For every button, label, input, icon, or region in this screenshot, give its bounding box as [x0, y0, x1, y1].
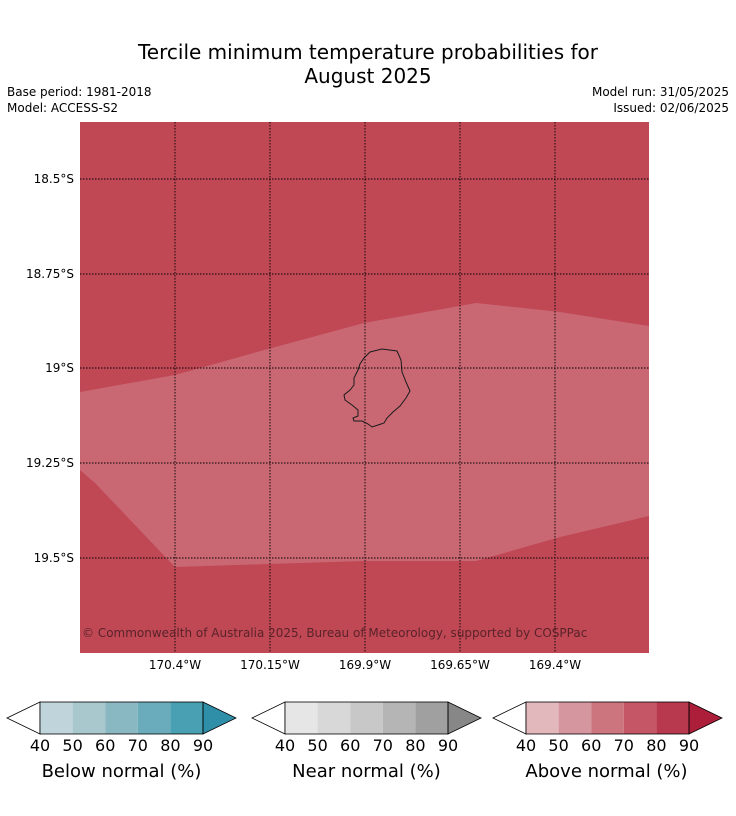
lat-label-18-75: 18.75°S — [26, 267, 74, 281]
colorbar-tick-label: 90 — [679, 736, 699, 755]
above-normal-60-70-region — [80, 303, 649, 567]
colorbar-segment — [623, 702, 657, 734]
map-title-line1: Tercile minimum temperature probabilitie… — [137, 40, 599, 64]
near-normal-label: Near normal (%) — [292, 761, 441, 782]
colorbar-tick-label: 40 — [30, 736, 50, 755]
colorbar-tick-label: 90 — [193, 736, 213, 755]
colorbar-tick-label: 80 — [646, 736, 666, 755]
above-normal-colorbar: 40 50 60 70 80 90 — [492, 701, 723, 755]
colorbar-segment — [558, 702, 592, 734]
lat-label-19: 19°S — [45, 361, 74, 375]
model-name-text: Model: ACCESS-S2 — [7, 101, 119, 115]
colorbar-tick-label: 90 — [438, 736, 458, 755]
graticule — [80, 122, 649, 653]
colorbar-segment — [350, 702, 383, 734]
colorbar-tick-label: 60 — [581, 736, 601, 755]
latitude-labels: 18.5°S 18.75°S 19°S 19.25°S 19.5°S — [26, 172, 74, 565]
colorbar-tick-label: 50 — [548, 736, 568, 755]
colorbar-over-extension — [688, 701, 723, 735]
below-normal-label: Below normal (%) — [41, 761, 202, 782]
colorbar-under-extension — [251, 701, 286, 735]
colorbar-tick-label: 70 — [373, 736, 393, 755]
colorbar-segment — [105, 702, 138, 734]
colorbar-segment — [382, 702, 416, 734]
colorbar-tick-label: 60 — [95, 736, 115, 755]
lat-label-19-25: 19.25°S — [26, 456, 74, 470]
colorbar-over-extension — [202, 701, 237, 735]
colorbar-tick-label: 70 — [128, 736, 148, 755]
lat-label-18-5: 18.5°S — [34, 172, 74, 186]
below-normal-colorbar: 40 50 60 70 80 90 — [6, 701, 237, 755]
colorbar-segment — [526, 702, 559, 734]
lon-label-170-15: 170.15°W — [240, 658, 300, 672]
model-run-text: Model run: 31/05/2025 — [591, 85, 729, 99]
lon-label-169-65: 169.65°W — [430, 658, 490, 672]
colorbar-outline — [525, 701, 690, 735]
above-normal-label: Above normal (%) — [525, 761, 688, 782]
colorbar-under-extension — [492, 701, 527, 735]
colorbar-segment — [285, 702, 318, 734]
colorbar-segment — [591, 702, 624, 734]
colorbar-under-extension — [6, 701, 41, 735]
lat-label-19-5: 19.5°S — [34, 551, 74, 565]
colorbar-tick-label: 40 — [275, 736, 295, 755]
colorbar-segment — [137, 702, 171, 734]
colorbar-tick-label: 80 — [160, 736, 180, 755]
colorbar-segment — [170, 702, 203, 734]
colorbar-tick-label: 50 — [62, 736, 82, 755]
probability-map — [80, 122, 649, 653]
colorbar-segment — [40, 702, 73, 734]
colorbar-tick-label: 50 — [307, 736, 327, 755]
copyright-notice: © Commonwealth of Australia 2025, Bureau… — [82, 626, 587, 640]
colorbar-segment — [656, 702, 689, 734]
colorbar-outline — [39, 701, 204, 735]
near-normal-colorbar: 40 50 60 70 80 90 — [251, 701, 482, 755]
longitude-labels: 170.4°W 170.15°W 169.9°W 169.65°W 169.4°… — [149, 658, 581, 672]
lon-label-169-9: 169.9°W — [339, 658, 391, 672]
map-title-line2: August 2025 — [304, 64, 432, 88]
colorbar-over-extension — [447, 701, 482, 735]
colorbar-tick-label: 40 — [516, 736, 536, 755]
colorbar-outline — [284, 701, 449, 735]
lon-label-169-4: 169.4°W — [529, 658, 581, 672]
base-period-text: Base period: 1981-2018 — [7, 85, 152, 99]
colorbar-tick-label: 80 — [405, 736, 425, 755]
island-coastline — [343, 348, 411, 428]
colorbar-tick-label: 60 — [340, 736, 360, 755]
colorbar-segment — [317, 702, 351, 734]
colorbar-segment — [415, 702, 448, 734]
colorbar-tick-label: 70 — [614, 736, 634, 755]
lon-label-170-4: 170.4°W — [149, 658, 201, 672]
colorbar-segment — [72, 702, 106, 734]
issued-date-text: Issued: 02/06/2025 — [613, 101, 729, 115]
colorbar-legends: 40 50 60 70 80 90 40 50 60 70 80 90 40 50 60 70 80 90 — [6, 701, 723, 755]
